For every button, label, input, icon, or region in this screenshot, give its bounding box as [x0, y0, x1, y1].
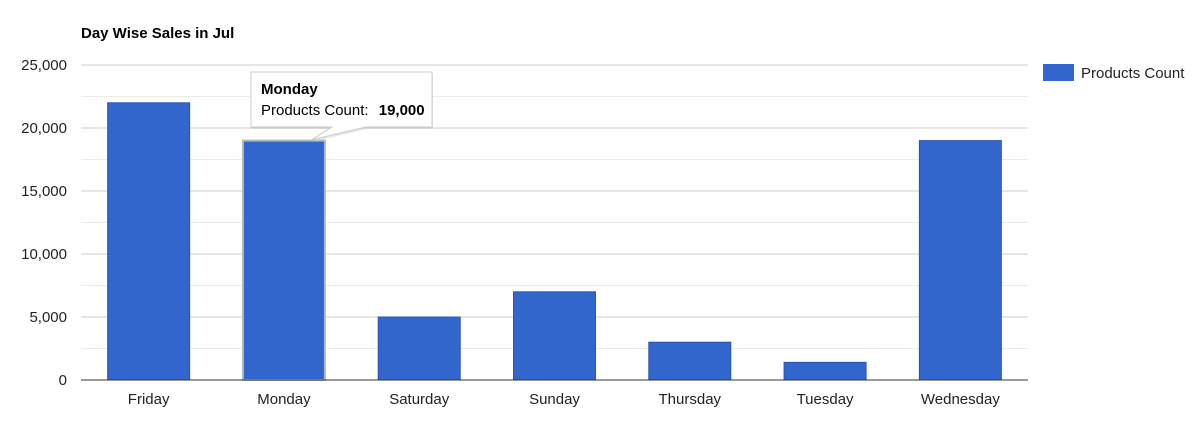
legend-swatch [1043, 64, 1074, 81]
tooltip-series-label: Products Count: [261, 102, 369, 119]
x-axis-ticks: Friday Monday Saturday Sunday Thursday Tuesda… [128, 391, 1001, 408]
x-tick-label: Wednesday [921, 391, 1000, 408]
y-tick-label: 15,000 [21, 183, 67, 200]
bar [648, 341, 732, 381]
x-tick-label: Monday [257, 391, 311, 408]
y-tick-label: 5,000 [29, 309, 67, 326]
tooltip-value: 19,000 [379, 102, 425, 119]
x-tick-label: Tuesday [797, 391, 854, 408]
bar [107, 102, 191, 381]
legend: Products Count [1043, 64, 1185, 82]
y-tick-label: 10,000 [21, 246, 67, 263]
bars [107, 102, 1002, 381]
bar [241, 139, 326, 381]
x-tick-label: Friday [128, 391, 170, 408]
x-tick-label: Thursday [659, 391, 722, 408]
bar [377, 316, 461, 381]
y-tick-label: 25,000 [21, 57, 67, 74]
x-tick-label: Sunday [529, 391, 580, 408]
tooltip: Monday Products Count: 19,000 [250, 71, 433, 142]
legend-label: Products Count [1081, 65, 1185, 82]
y-tick-label: 0 [59, 372, 67, 389]
tooltip-box [250, 71, 433, 141]
bar [783, 361, 867, 381]
y-tick-label: 20,000 [21, 120, 67, 137]
tooltip-line: Products Count: 19,000 [261, 102, 425, 119]
y-axis-ticks: 0 5,000 10,000 15,000 20,000 25,000 [21, 57, 67, 389]
x-tick-label: Saturday [389, 391, 450, 408]
tooltip-title: Monday [261, 81, 318, 98]
chart-title: Day Wise Sales in Jul [81, 25, 234, 42]
bar [513, 291, 596, 381]
bar [918, 140, 1002, 381]
